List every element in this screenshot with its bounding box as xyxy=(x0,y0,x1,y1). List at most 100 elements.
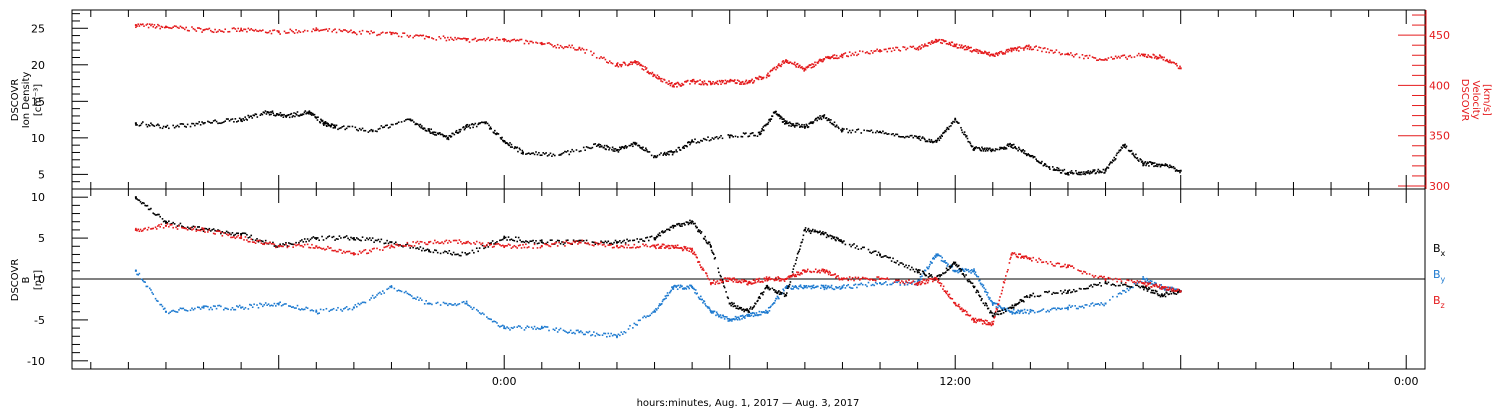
trace-dot xyxy=(558,241,560,244)
trace-dot xyxy=(969,142,972,145)
trace-dot xyxy=(228,232,231,235)
trace-dot xyxy=(720,134,722,137)
trace-dot xyxy=(850,278,852,281)
trace-dot xyxy=(1163,287,1165,290)
trace-dot xyxy=(285,243,287,246)
trace-dot xyxy=(214,305,216,308)
trace-dot xyxy=(1057,169,1059,172)
trace-dot xyxy=(135,124,137,126)
trace-dot xyxy=(1143,55,1146,58)
trace-dot xyxy=(432,37,435,40)
trace-dot xyxy=(598,334,601,337)
trace-dot xyxy=(361,127,364,130)
trace-dot xyxy=(792,288,795,290)
trace-dot xyxy=(1139,280,1142,283)
trace-dot xyxy=(1036,295,1039,297)
trace-dot xyxy=(241,120,243,123)
trace-dot xyxy=(830,284,833,287)
trace-dot xyxy=(1146,282,1149,284)
trace-dot xyxy=(340,308,342,311)
trace-dot xyxy=(196,122,199,125)
trace-dot xyxy=(235,236,238,238)
trace-dot xyxy=(366,237,368,239)
trace-dot xyxy=(202,122,205,125)
trace-dot xyxy=(672,84,675,87)
trace-dot xyxy=(728,317,730,320)
trace-dot xyxy=(694,225,697,227)
trace-dot xyxy=(812,63,815,66)
trace-dot xyxy=(989,311,991,314)
time-tick-label: 0:00 xyxy=(1394,375,1419,388)
trace-dot xyxy=(418,299,420,301)
trace-dot xyxy=(1150,289,1153,292)
trace-dot xyxy=(819,60,822,62)
trace-dot xyxy=(572,239,575,242)
trace-dot xyxy=(221,121,224,124)
trace-dot xyxy=(655,77,658,79)
trace-dot xyxy=(308,110,311,112)
trace-dot xyxy=(989,149,992,152)
trace-dot xyxy=(415,298,417,300)
trace-dot xyxy=(488,242,491,245)
trace-dot xyxy=(1091,286,1094,288)
trace-dot xyxy=(423,303,426,305)
trace-dot xyxy=(928,277,930,280)
trace-dot xyxy=(199,308,202,310)
trace-dot xyxy=(542,326,545,329)
trace-dot xyxy=(311,237,313,239)
trace-dot xyxy=(1048,290,1050,293)
trace-dot xyxy=(1087,170,1089,172)
trace-dot xyxy=(772,278,775,281)
trace-dot xyxy=(741,279,743,281)
trace-dot xyxy=(408,293,410,296)
trace-dot xyxy=(801,241,803,243)
trace-dot xyxy=(342,308,345,310)
trace-dot xyxy=(1124,143,1126,146)
trace-dot xyxy=(692,222,695,225)
trace-dot xyxy=(740,281,743,284)
trace-dot xyxy=(1126,58,1129,60)
trace-dot xyxy=(1036,49,1039,52)
trace-dot xyxy=(923,272,925,275)
trace-dot xyxy=(701,268,704,271)
trace-dot xyxy=(432,133,435,135)
trace-dot xyxy=(1133,155,1136,158)
trace-dot xyxy=(1071,265,1074,267)
trace-dot xyxy=(627,240,630,242)
trace-dot xyxy=(946,265,949,267)
trace-dot xyxy=(774,299,777,302)
trace-dot xyxy=(136,25,138,27)
trace-dot xyxy=(1007,145,1010,147)
trace-dot xyxy=(717,83,719,86)
data-point xyxy=(954,44,957,47)
trace-dot xyxy=(248,303,251,306)
trace-dot xyxy=(976,320,979,322)
trace-dot xyxy=(873,279,876,281)
trace-dot xyxy=(1104,279,1107,282)
trace-dot xyxy=(837,286,839,289)
trace-dot xyxy=(1002,311,1005,314)
trace-dot xyxy=(1005,147,1008,150)
trace-dot xyxy=(564,150,566,153)
trace-dot xyxy=(185,309,187,312)
trace-dot xyxy=(540,41,543,44)
trace-dot xyxy=(159,226,161,228)
trace-dot xyxy=(783,295,786,298)
trace-dot xyxy=(689,80,692,82)
trace-dot xyxy=(870,284,873,287)
trace-dot xyxy=(877,50,880,52)
trace-dot xyxy=(327,245,329,248)
trace-dot xyxy=(816,230,818,233)
trace-dot xyxy=(1084,304,1087,306)
trace-dot xyxy=(830,119,832,121)
trace-dot xyxy=(257,30,260,33)
trace-dot xyxy=(1016,47,1019,50)
trace-dot xyxy=(1119,149,1121,152)
trace-dot xyxy=(523,241,526,244)
trace-dot xyxy=(598,143,600,146)
trace-dot xyxy=(945,262,948,264)
trace-dot xyxy=(220,232,222,235)
trace-dot xyxy=(447,242,449,244)
trace-dot xyxy=(380,293,383,295)
trace-dot xyxy=(1148,288,1151,290)
